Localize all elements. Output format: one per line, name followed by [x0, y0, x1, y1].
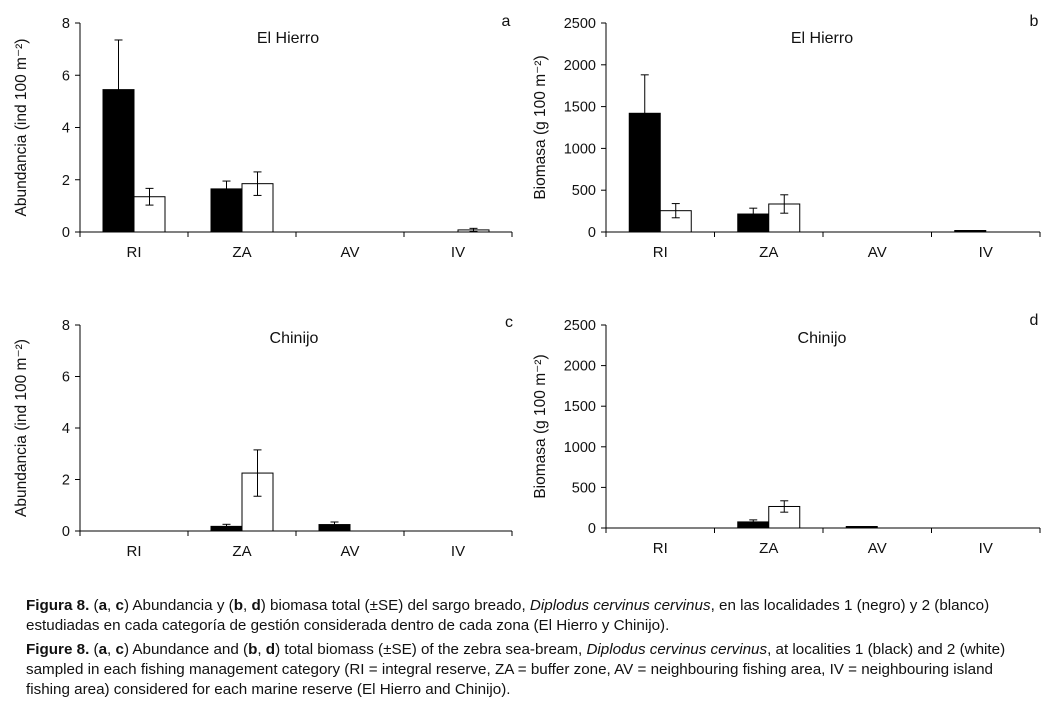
y-tick-label: 8: [62, 318, 70, 334]
caption-spanish: Figura 8. (a, c) Abundancia y (b, d) bio…: [26, 597, 990, 634]
y-tick-label: 0: [588, 521, 596, 537]
y-tick-label: 0: [588, 225, 596, 241]
x-tick-label: IV: [979, 244, 993, 261]
chart-title: Chinijo: [270, 330, 319, 347]
y-tick-label: 4: [62, 421, 70, 437]
y-tick-label: 500: [572, 480, 596, 496]
panel-letter: a: [502, 13, 511, 30]
y-tick-label: 6: [62, 68, 70, 84]
y-tick-label: 1500: [564, 399, 596, 415]
bar-IV-series-1: [954, 230, 987, 233]
y-axis-label: Biomasa (g 100 m⁻²): [532, 55, 549, 199]
y-tick-label: 0: [62, 225, 70, 241]
x-tick-label: ZA: [232, 244, 251, 261]
chart-title: El Hierro: [791, 30, 853, 47]
caption-english: Figure 8. (a, c) Abundance and (b, d) to…: [26, 641, 1006, 698]
bar-AV-series-1: [845, 526, 878, 529]
y-tick-label: 4: [62, 121, 70, 137]
x-tick-label: AV: [868, 540, 887, 557]
y-tick-label: 1000: [564, 141, 596, 157]
y-tick-label: 8: [62, 16, 70, 32]
x-tick-label: RI: [127, 244, 142, 261]
x-tick-label: IV: [979, 540, 993, 557]
x-tick-label: RI: [653, 540, 668, 557]
y-tick-label: 2000: [564, 359, 596, 375]
y-tick-label: 2: [62, 473, 70, 489]
x-tick-label: ZA: [759, 244, 778, 261]
y-tick-label: 1500: [564, 100, 596, 116]
chart-panel-a: El Hierro a 0 2 4 6 8 Abundancia (ind 100 m⁻²) R…: [13, 13, 513, 261]
caption-label: Figura 8.: [26, 597, 90, 614]
y-axis-label: Biomasa (g 100 m⁻²): [532, 354, 549, 498]
y-tick-label: 0: [62, 524, 70, 540]
panel-letter: c: [505, 314, 513, 331]
x-tick-label: AV: [868, 244, 887, 261]
x-tick-label: AV: [341, 543, 360, 560]
y-axis-label: Abundancia (ind 100 m⁻²): [13, 39, 30, 217]
y-tick-label: 6: [62, 370, 70, 386]
y-tick-label: 2500: [564, 16, 596, 32]
panel-letter: b: [1030, 13, 1039, 30]
x-tick-label: RI: [127, 543, 142, 560]
species-name: Diplodus cervinus cervinus: [529, 597, 711, 614]
chart-panel-c: Chinijo c 0 2 4 6 8 Abundancia (ind 100 m⁻²) RI Z…: [13, 314, 513, 560]
y-tick-label: 2500: [564, 318, 596, 334]
chart-title: Chinijo: [798, 330, 847, 347]
species-name: Diplodus cervinus cervinus: [586, 641, 768, 658]
chart-panel-d: Chinijo d 0 500 1000 1500 2000 2500 Biomasa (g 1…: [532, 312, 1041, 557]
x-tick-label: RI: [653, 244, 668, 261]
panel-letter: d: [1030, 312, 1039, 329]
y-tick-label: 500: [572, 183, 596, 199]
chart-title: El Hierro: [257, 30, 319, 47]
chart-panel-b: El Hierro b 0 500 1000 1500 2000 2500 Biomasa (g…: [532, 13, 1041, 261]
x-tick-label: IV: [451, 543, 465, 560]
y-tick-label: 2000: [564, 58, 596, 74]
x-tick-label: AV: [341, 244, 360, 261]
x-tick-label: ZA: [232, 543, 251, 560]
y-tick-label: 2: [62, 173, 70, 189]
y-tick-label: 1000: [564, 440, 596, 456]
caption-label: Figure 8.: [26, 641, 90, 658]
figure-panels: El Hierro a 0 2 4 6 8 Abundancia (ind 100 m⁻²) R…: [13, 13, 1041, 560]
x-tick-label: IV: [451, 244, 465, 261]
x-tick-label: ZA: [759, 540, 778, 557]
y-axis-label: Abundancia (ind 100 m⁻²): [13, 339, 30, 517]
